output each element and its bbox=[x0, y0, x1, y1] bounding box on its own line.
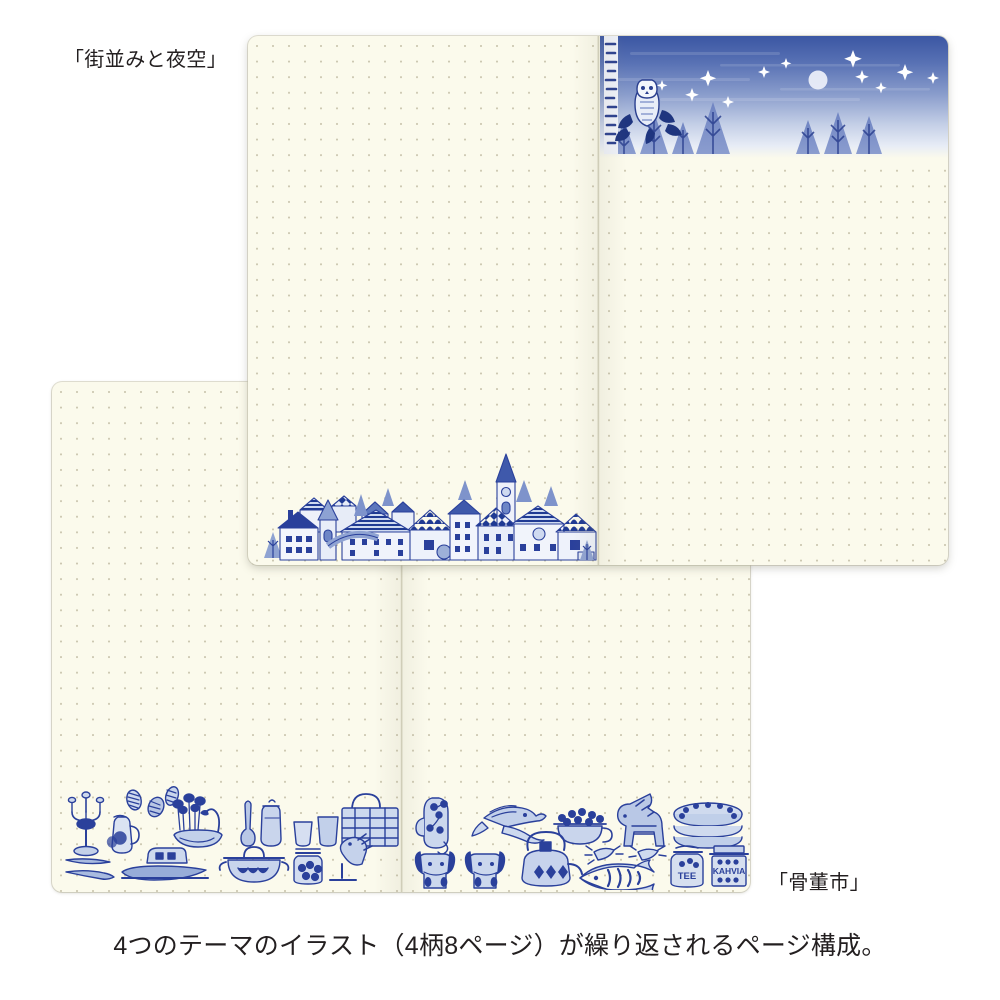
item-pinecone-1 bbox=[126, 789, 142, 811]
item-bird bbox=[471, 805, 547, 844]
item-bud-vase bbox=[240, 800, 256, 847]
page-caption: 4つのテーマのイラスト（4柄8ページ）が繰り返されるページ構成。 bbox=[113, 932, 887, 960]
item-preserve-jar bbox=[293, 848, 323, 885]
item-fish-plate bbox=[579, 859, 655, 890]
item-swan-planter bbox=[172, 793, 223, 848]
antique-market-illustration: TEE KAHVIA bbox=[52, 760, 750, 890]
main-houses bbox=[277, 499, 597, 561]
coffee-tin-label: KAHVIA bbox=[713, 866, 746, 876]
item-candy-2 bbox=[628, 845, 667, 861]
theme-label-antique-market: 「骨董市」 bbox=[768, 872, 870, 894]
item-candelabra bbox=[67, 791, 105, 857]
item-pitcher bbox=[106, 814, 140, 854]
tea-tin-label: TEE bbox=[678, 871, 696, 882]
item-tumbler-2 bbox=[317, 816, 339, 847]
item-dog-1 bbox=[414, 851, 456, 889]
item-dog-2 bbox=[464, 851, 506, 889]
item-layer-cake bbox=[673, 802, 743, 849]
item-mitten bbox=[415, 797, 449, 855]
item-dala-horse bbox=[616, 793, 665, 847]
item-coffee-pot bbox=[260, 799, 282, 847]
moon bbox=[808, 70, 828, 90]
item-toy-boat bbox=[121, 847, 209, 881]
item-cutlery bbox=[65, 858, 115, 880]
item-tumbler-1 bbox=[293, 821, 313, 847]
item-coffee-tin: KAHVIA bbox=[709, 845, 749, 887]
item-pinecone-2 bbox=[147, 796, 165, 818]
birch-tree bbox=[604, 36, 618, 154]
item-tea-tin: TEE bbox=[670, 845, 704, 888]
night-sky-illustration bbox=[600, 36, 948, 158]
notebook-spread-town-nightsky bbox=[248, 36, 948, 565]
townscape-illustration bbox=[258, 440, 598, 565]
owl bbox=[634, 79, 660, 127]
item-casserole-pot bbox=[218, 846, 290, 883]
theme-label-townscape-nightsky: 「街並みと夜空」 bbox=[64, 49, 228, 71]
item-candy-1 bbox=[584, 845, 624, 865]
